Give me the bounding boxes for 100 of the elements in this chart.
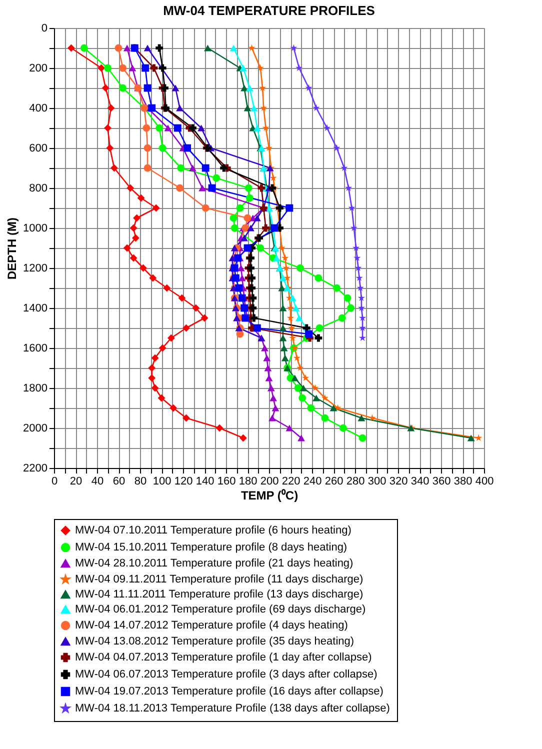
point [202, 204, 210, 212]
point [204, 44, 212, 52]
point [150, 64, 158, 72]
point [314, 334, 322, 342]
point [172, 84, 180, 92]
point [128, 64, 136, 72]
point [247, 224, 254, 232]
point [358, 414, 366, 422]
point [106, 144, 114, 152]
x-tick-label: 200 [260, 476, 279, 488]
point [279, 304, 287, 312]
point [279, 334, 287, 342]
point [148, 374, 156, 382]
point [358, 434, 366, 442]
point [148, 104, 156, 112]
point [144, 44, 152, 52]
point [123, 244, 131, 252]
point [119, 64, 127, 72]
point [334, 404, 342, 412]
point [272, 404, 280, 412]
point [144, 164, 152, 172]
point [202, 164, 210, 172]
point [262, 124, 270, 132]
point [158, 394, 166, 402]
point [333, 284, 340, 292]
point [164, 124, 172, 132]
point [238, 294, 246, 302]
point [260, 344, 268, 352]
point [107, 104, 115, 112]
point [305, 84, 312, 92]
y-tick-label: 1600 [23, 342, 48, 354]
point [358, 294, 365, 302]
x-tick-label: 120 [174, 476, 193, 488]
point [288, 294, 296, 302]
point [346, 304, 354, 312]
point [198, 184, 206, 192]
point [152, 204, 160, 212]
point [258, 184, 266, 192]
point [291, 374, 299, 382]
point [264, 364, 272, 372]
point [216, 424, 224, 432]
legend-label: MW-04 11.11.2011 Temperature profile (13 days discharge) [75, 588, 364, 600]
point [368, 414, 376, 422]
point [156, 124, 164, 132]
y-tick-label: 1200 [23, 262, 48, 274]
point [188, 124, 196, 132]
legend-label: MW-04 18.11.2013 Temperature Profile (138 days after collapse) [75, 702, 390, 714]
point [475, 434, 482, 442]
point [230, 214, 238, 222]
x-tick-label: 0 [51, 476, 58, 488]
point [177, 164, 185, 172]
point [246, 194, 254, 202]
point [339, 424, 347, 432]
point [132, 234, 140, 242]
point [236, 204, 244, 212]
x-tick-label: 160 [217, 476, 236, 488]
point [307, 404, 315, 412]
y-axis-title: DEPTH (M) [5, 218, 20, 280]
point [239, 434, 247, 442]
point [282, 254, 289, 262]
point [305, 330, 312, 338]
point [278, 244, 286, 252]
x-tick-label: 80 [134, 476, 147, 488]
legend-label: MW-04 06.07.2013 Temperature profile (3 days after collapse) [75, 668, 378, 680]
point [294, 384, 302, 392]
x-tick-label: 260 [324, 476, 344, 488]
x-tick-label: 140 [196, 476, 214, 488]
point [144, 144, 152, 152]
point [296, 364, 304, 372]
point [350, 224, 358, 232]
point [253, 324, 261, 332]
point [212, 174, 220, 182]
point [302, 374, 310, 382]
point [330, 404, 338, 412]
legend-label: MW-04 04.07.2013 Temperature profile (1 day after collapse) [75, 652, 372, 664]
point [338, 314, 346, 322]
point [119, 84, 127, 92]
y-tick-label: 600 [29, 142, 48, 154]
point [270, 174, 277, 182]
point [244, 184, 252, 192]
y-tick-label: 1400 [23, 302, 48, 314]
point [158, 64, 166, 72]
point [247, 264, 254, 272]
point [298, 394, 306, 402]
point [289, 334, 296, 342]
point [126, 184, 134, 192]
y-tick-label: 2000 [23, 422, 48, 434]
legend-label: MW-04 06.01.2012 Temperature profile (69 days discharge) [75, 604, 366, 616]
y-tick-label: 200 [29, 62, 48, 74]
x-tick-label: 300 [368, 476, 386, 488]
point [142, 64, 150, 72]
point [300, 384, 308, 392]
point [236, 330, 244, 338]
legend-label: MW-04 19.07.2013 Temperature profile (16 days after collapse) [75, 686, 384, 698]
point [104, 64, 112, 72]
point [130, 224, 138, 232]
point [250, 314, 258, 322]
point [98, 64, 106, 72]
x-tick-label: 320 [389, 476, 408, 488]
point [158, 344, 166, 352]
